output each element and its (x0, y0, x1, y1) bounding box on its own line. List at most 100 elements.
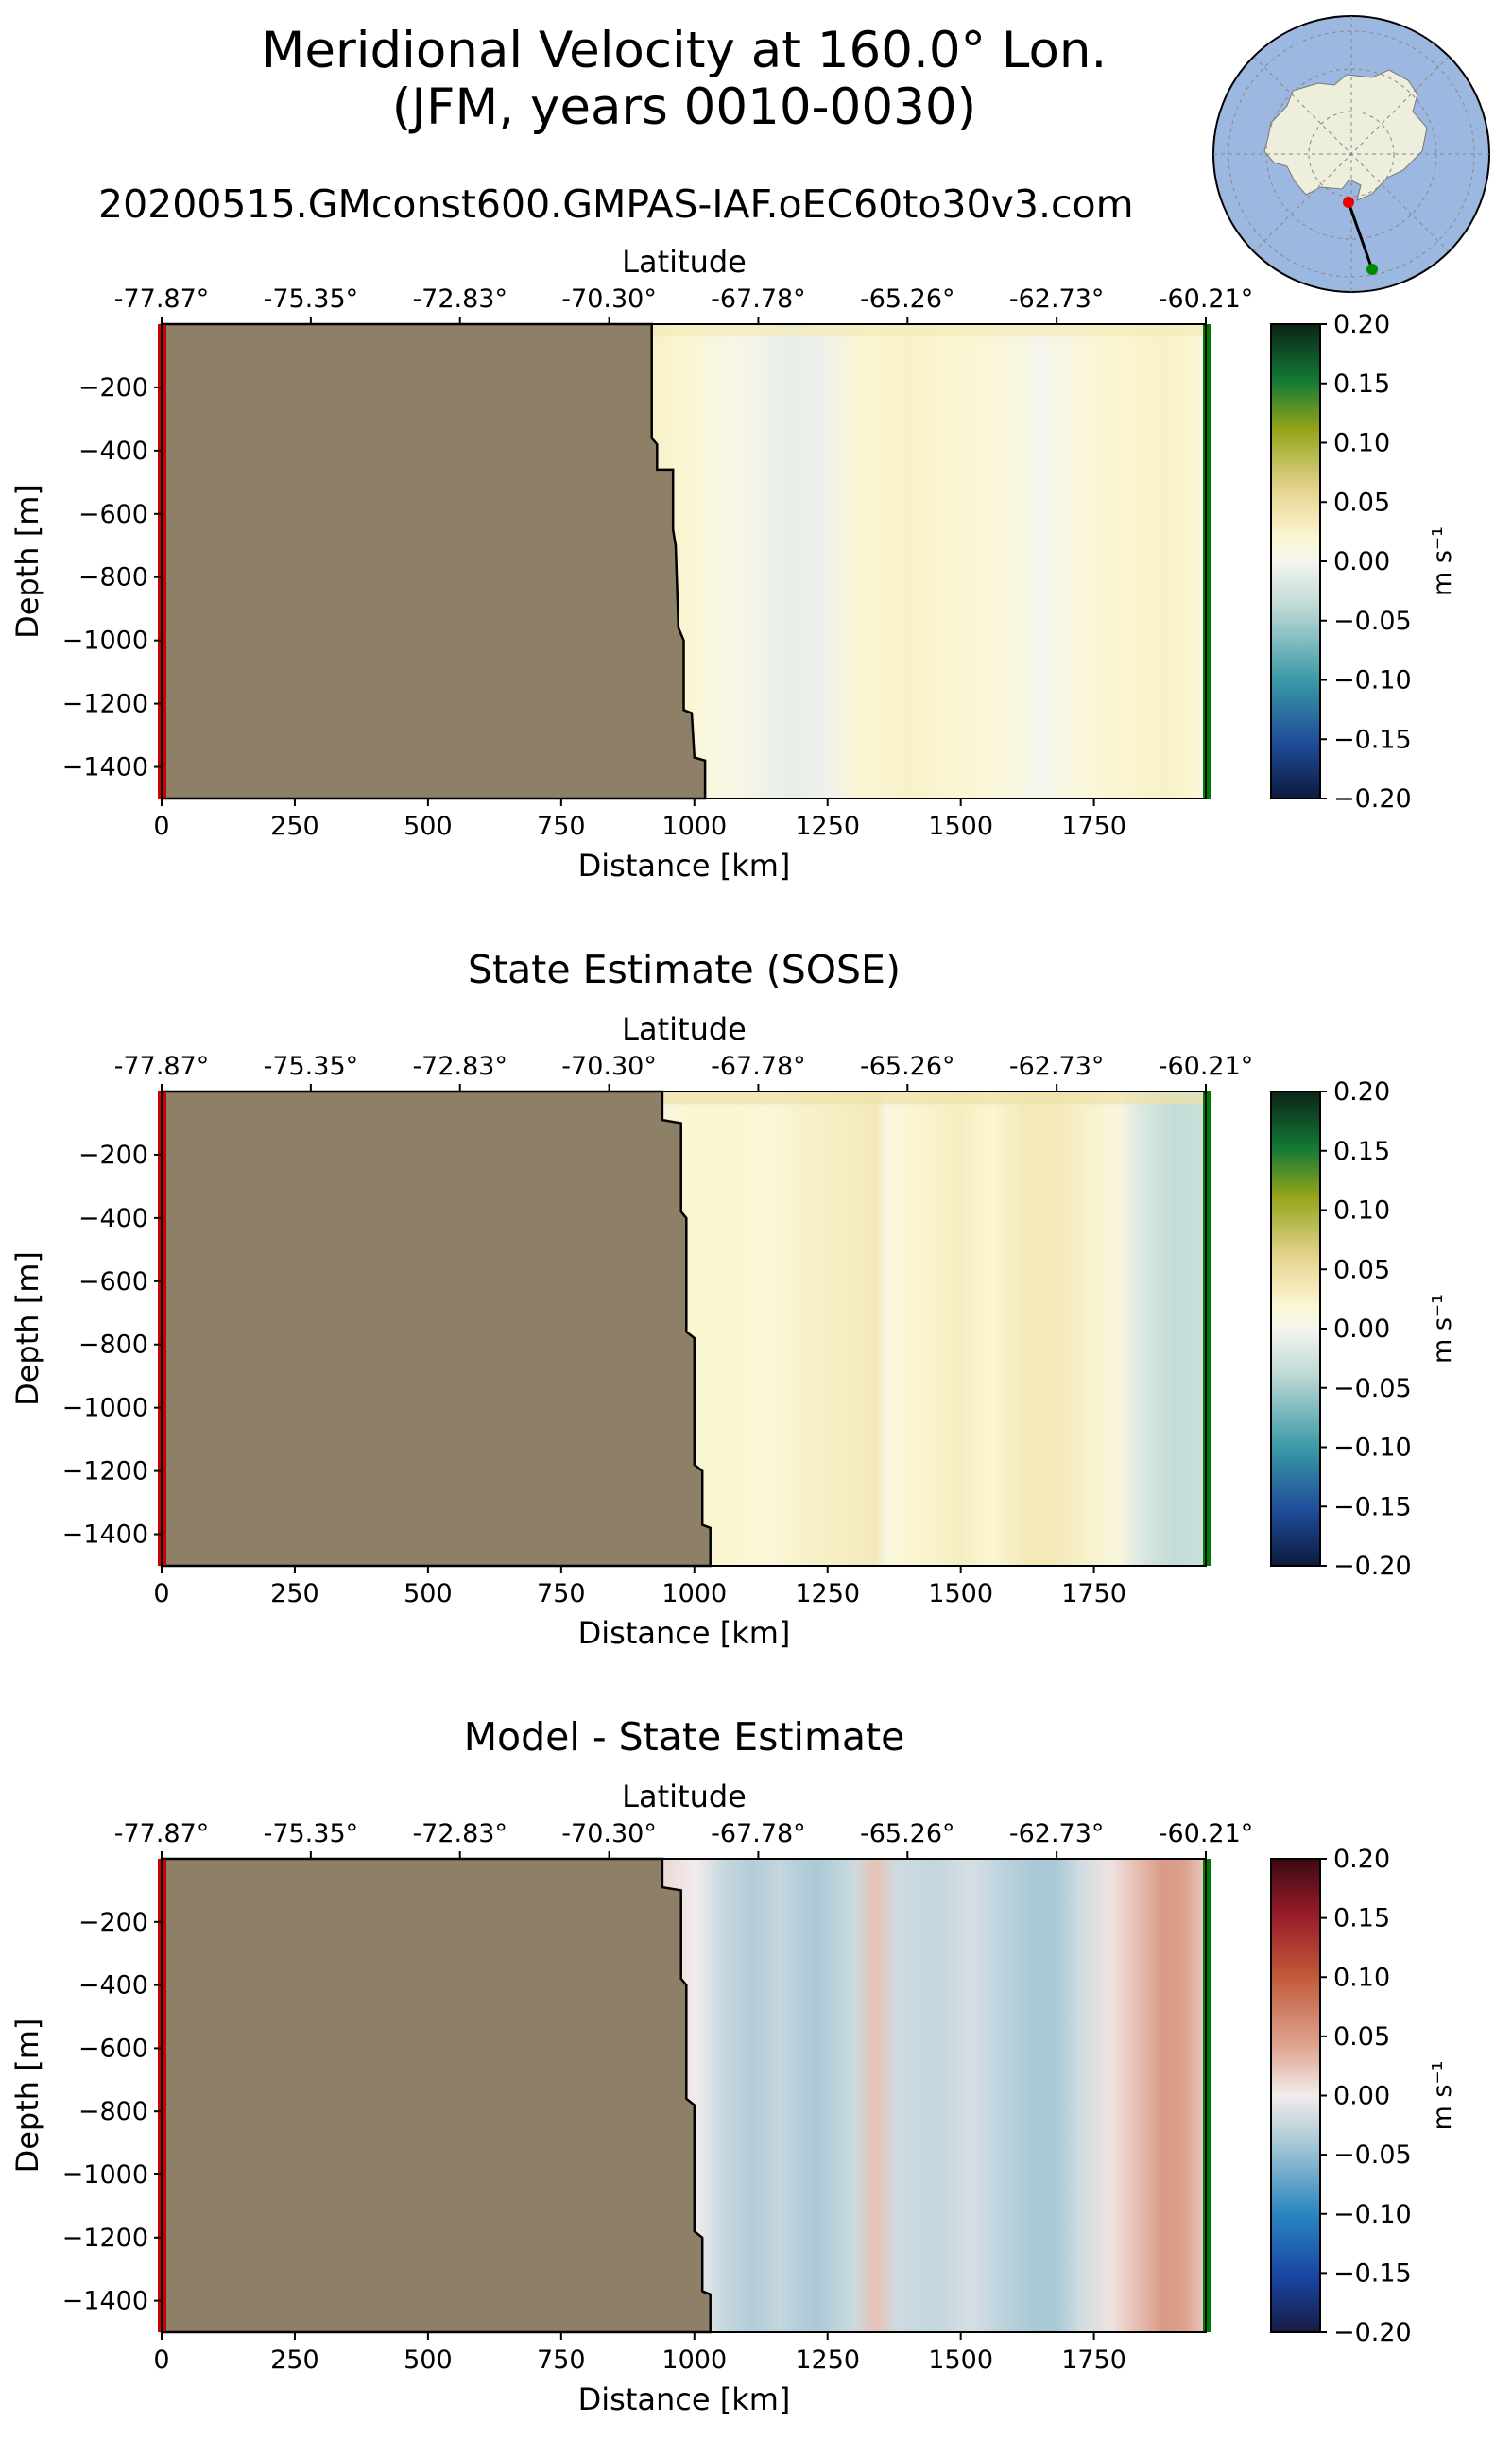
colorbar-tick-label: 0.15 (1333, 369, 1390, 399)
y-tick-label: −200 (78, 373, 148, 403)
y-tick-label: −1000 (62, 1394, 148, 1423)
plot-frame (161, 1858, 1207, 2333)
x-tick-label: 0 (153, 1579, 169, 1608)
plot-frame (161, 323, 1207, 799)
colorbar-tick-label: −0.10 (1333, 2200, 1412, 2229)
inset-grid-circle-1 (1308, 111, 1395, 198)
x-tick-label: 1250 (795, 812, 860, 841)
lat-tick-label: -65.26° (860, 284, 955, 314)
x-tick-label: 1250 (795, 2345, 860, 2375)
lat-tick-label: -75.35° (264, 1819, 359, 1848)
y-tick-label: −600 (78, 500, 148, 529)
lat-tick-label: -77.87° (114, 1052, 210, 1081)
colorbar-tick-label: 0.00 (1333, 2082, 1390, 2111)
colorbar-tick-label: −0.05 (1333, 607, 1412, 636)
colorbar-label: m s⁻¹ (1428, 2060, 1457, 2130)
y-tick-label: −600 (78, 2034, 148, 2063)
colorbar-label: m s⁻¹ (1428, 1294, 1457, 1364)
x-tick-label: 750 (537, 2345, 586, 2375)
panel-model: 0 250 500 750 1000 1250 1500 1750 Distance [km] -… (9, 244, 1457, 884)
lat-tick-label: -72.83° (412, 1819, 507, 1848)
colorbar-label: m s⁻¹ (1428, 526, 1457, 596)
x-tick-label: 1500 (928, 812, 993, 841)
lat-tick-label: -62.73° (1009, 1052, 1105, 1081)
x-tick-label: 1000 (662, 1579, 727, 1608)
panel-diff: Model - State Estimate 0 250 500 750 1000 1250… (9, 1714, 1457, 2417)
lat-tick-label: -70.30° (561, 284, 657, 314)
y-tick-label: −800 (78, 1331, 148, 1360)
inset-antarctica (1263, 69, 1428, 201)
y-tick-label: −200 (78, 1908, 148, 1937)
lat-tick-label: -67.78° (711, 1819, 806, 1848)
y-axis-label: Depth [m] (9, 2019, 45, 2174)
land-mask (160, 1857, 712, 2334)
y-axis-label: Depth [m] (9, 484, 45, 639)
lat-tick-label: -65.26° (860, 1819, 955, 1848)
land-mask (160, 322, 707, 800)
panel-title: Model - State Estimate (464, 1714, 905, 1760)
land-mask (160, 1090, 712, 1568)
colorbar-tick-label: −0.05 (1333, 2140, 1412, 2170)
panel-title: State Estimate (SOSE) (468, 947, 901, 992)
x-axis-label: Distance [km] (578, 1615, 791, 1651)
colorbar-tick-label: −0.05 (1333, 1374, 1412, 1403)
x-tick-label: 1750 (1061, 812, 1126, 841)
colorbar-tick-label: 0.15 (1333, 1137, 1390, 1166)
colorbar-tick-label: 0.05 (1333, 1255, 1390, 1284)
lat-tick-label: -72.83° (412, 284, 507, 314)
x-tick-label: 1500 (928, 2345, 993, 2375)
x-tick-label: 1000 (662, 812, 727, 841)
colorbar (1270, 1858, 1321, 2333)
lat-tick-label: -67.78° (711, 1052, 806, 1081)
inset-map (1212, 15, 1490, 293)
y-tick-label: −1400 (62, 753, 148, 782)
colorbar-tick-label: 0.10 (1333, 1963, 1390, 1992)
top-axis-label: Latitude (622, 1011, 747, 1047)
x-tick-label: 250 (270, 1579, 319, 1608)
inset-end-marker (1366, 264, 1378, 275)
figure-title-line2: (JFM, years 0010-0030) (392, 78, 976, 136)
y-tick-label: −600 (78, 1267, 148, 1297)
x-tick-label: 1750 (1061, 2345, 1126, 2375)
colorbar-tick-label: −0.10 (1333, 666, 1412, 696)
colorbar-tick-label: −0.15 (1333, 2259, 1412, 2288)
lat-tick-label: -77.87° (114, 284, 210, 314)
x-tick-label: 750 (537, 812, 586, 841)
lat-tick-label: -70.30° (561, 1819, 657, 1848)
x-tick-label: 500 (404, 1579, 453, 1608)
lat-tick-label: -70.30° (561, 1052, 657, 1081)
x-tick-label: 250 (270, 812, 319, 841)
x-tick-label: 250 (270, 2345, 319, 2375)
lat-tick-label: -60.21° (1159, 284, 1254, 314)
y-tick-label: −1000 (62, 2160, 148, 2190)
inset-transect-line (1347, 201, 1374, 270)
y-tick-label: −800 (78, 563, 148, 593)
x-tick-label: 0 (153, 812, 169, 841)
colorbar-tick-label: 0.20 (1333, 1845, 1390, 1874)
colorbar-tick-label: 0.15 (1333, 1904, 1390, 1933)
lat-tick-label: -60.21° (1159, 1052, 1254, 1081)
lat-tick-label: -75.35° (264, 284, 359, 314)
colorbar-tick-label: 0.05 (1333, 488, 1390, 517)
colorbar-tick-label: 0.10 (1333, 1196, 1390, 1226)
plot-frame (161, 1091, 1207, 1567)
panels: 0 250 500 750 1000 1250 1500 1750 Distance [km] -… (9, 244, 1457, 2417)
panel-sose: State Estimate (SOSE) 0 250 500 750 1000 1250 1… (9, 947, 1457, 1651)
colorbar-tick-label: −0.20 (1333, 2318, 1412, 2347)
x-tick-label: 1750 (1061, 1579, 1126, 1608)
y-tick-label: −1400 (62, 2287, 148, 2316)
inset-meridian-4 (1253, 56, 1450, 252)
x-tick-label: 0 (153, 2345, 169, 2375)
y-tick-label: −400 (78, 1971, 148, 2001)
colorbar-tick-label: 0.20 (1333, 310, 1390, 339)
y-axis-label: Depth [m] (9, 1251, 45, 1406)
lat-tick-label: -62.73° (1009, 1819, 1105, 1848)
y-tick-label: −1400 (62, 1521, 148, 1550)
inset-start-marker (1343, 197, 1354, 208)
x-tick-label: 1000 (662, 2345, 727, 2375)
colorbar-tick-label: 0.10 (1333, 429, 1390, 458)
colorbar (1270, 323, 1321, 799)
top-axis-label: Latitude (622, 1778, 747, 1814)
lat-tick-label: -77.87° (114, 1819, 210, 1848)
y-tick-label: −1200 (62, 2224, 148, 2253)
